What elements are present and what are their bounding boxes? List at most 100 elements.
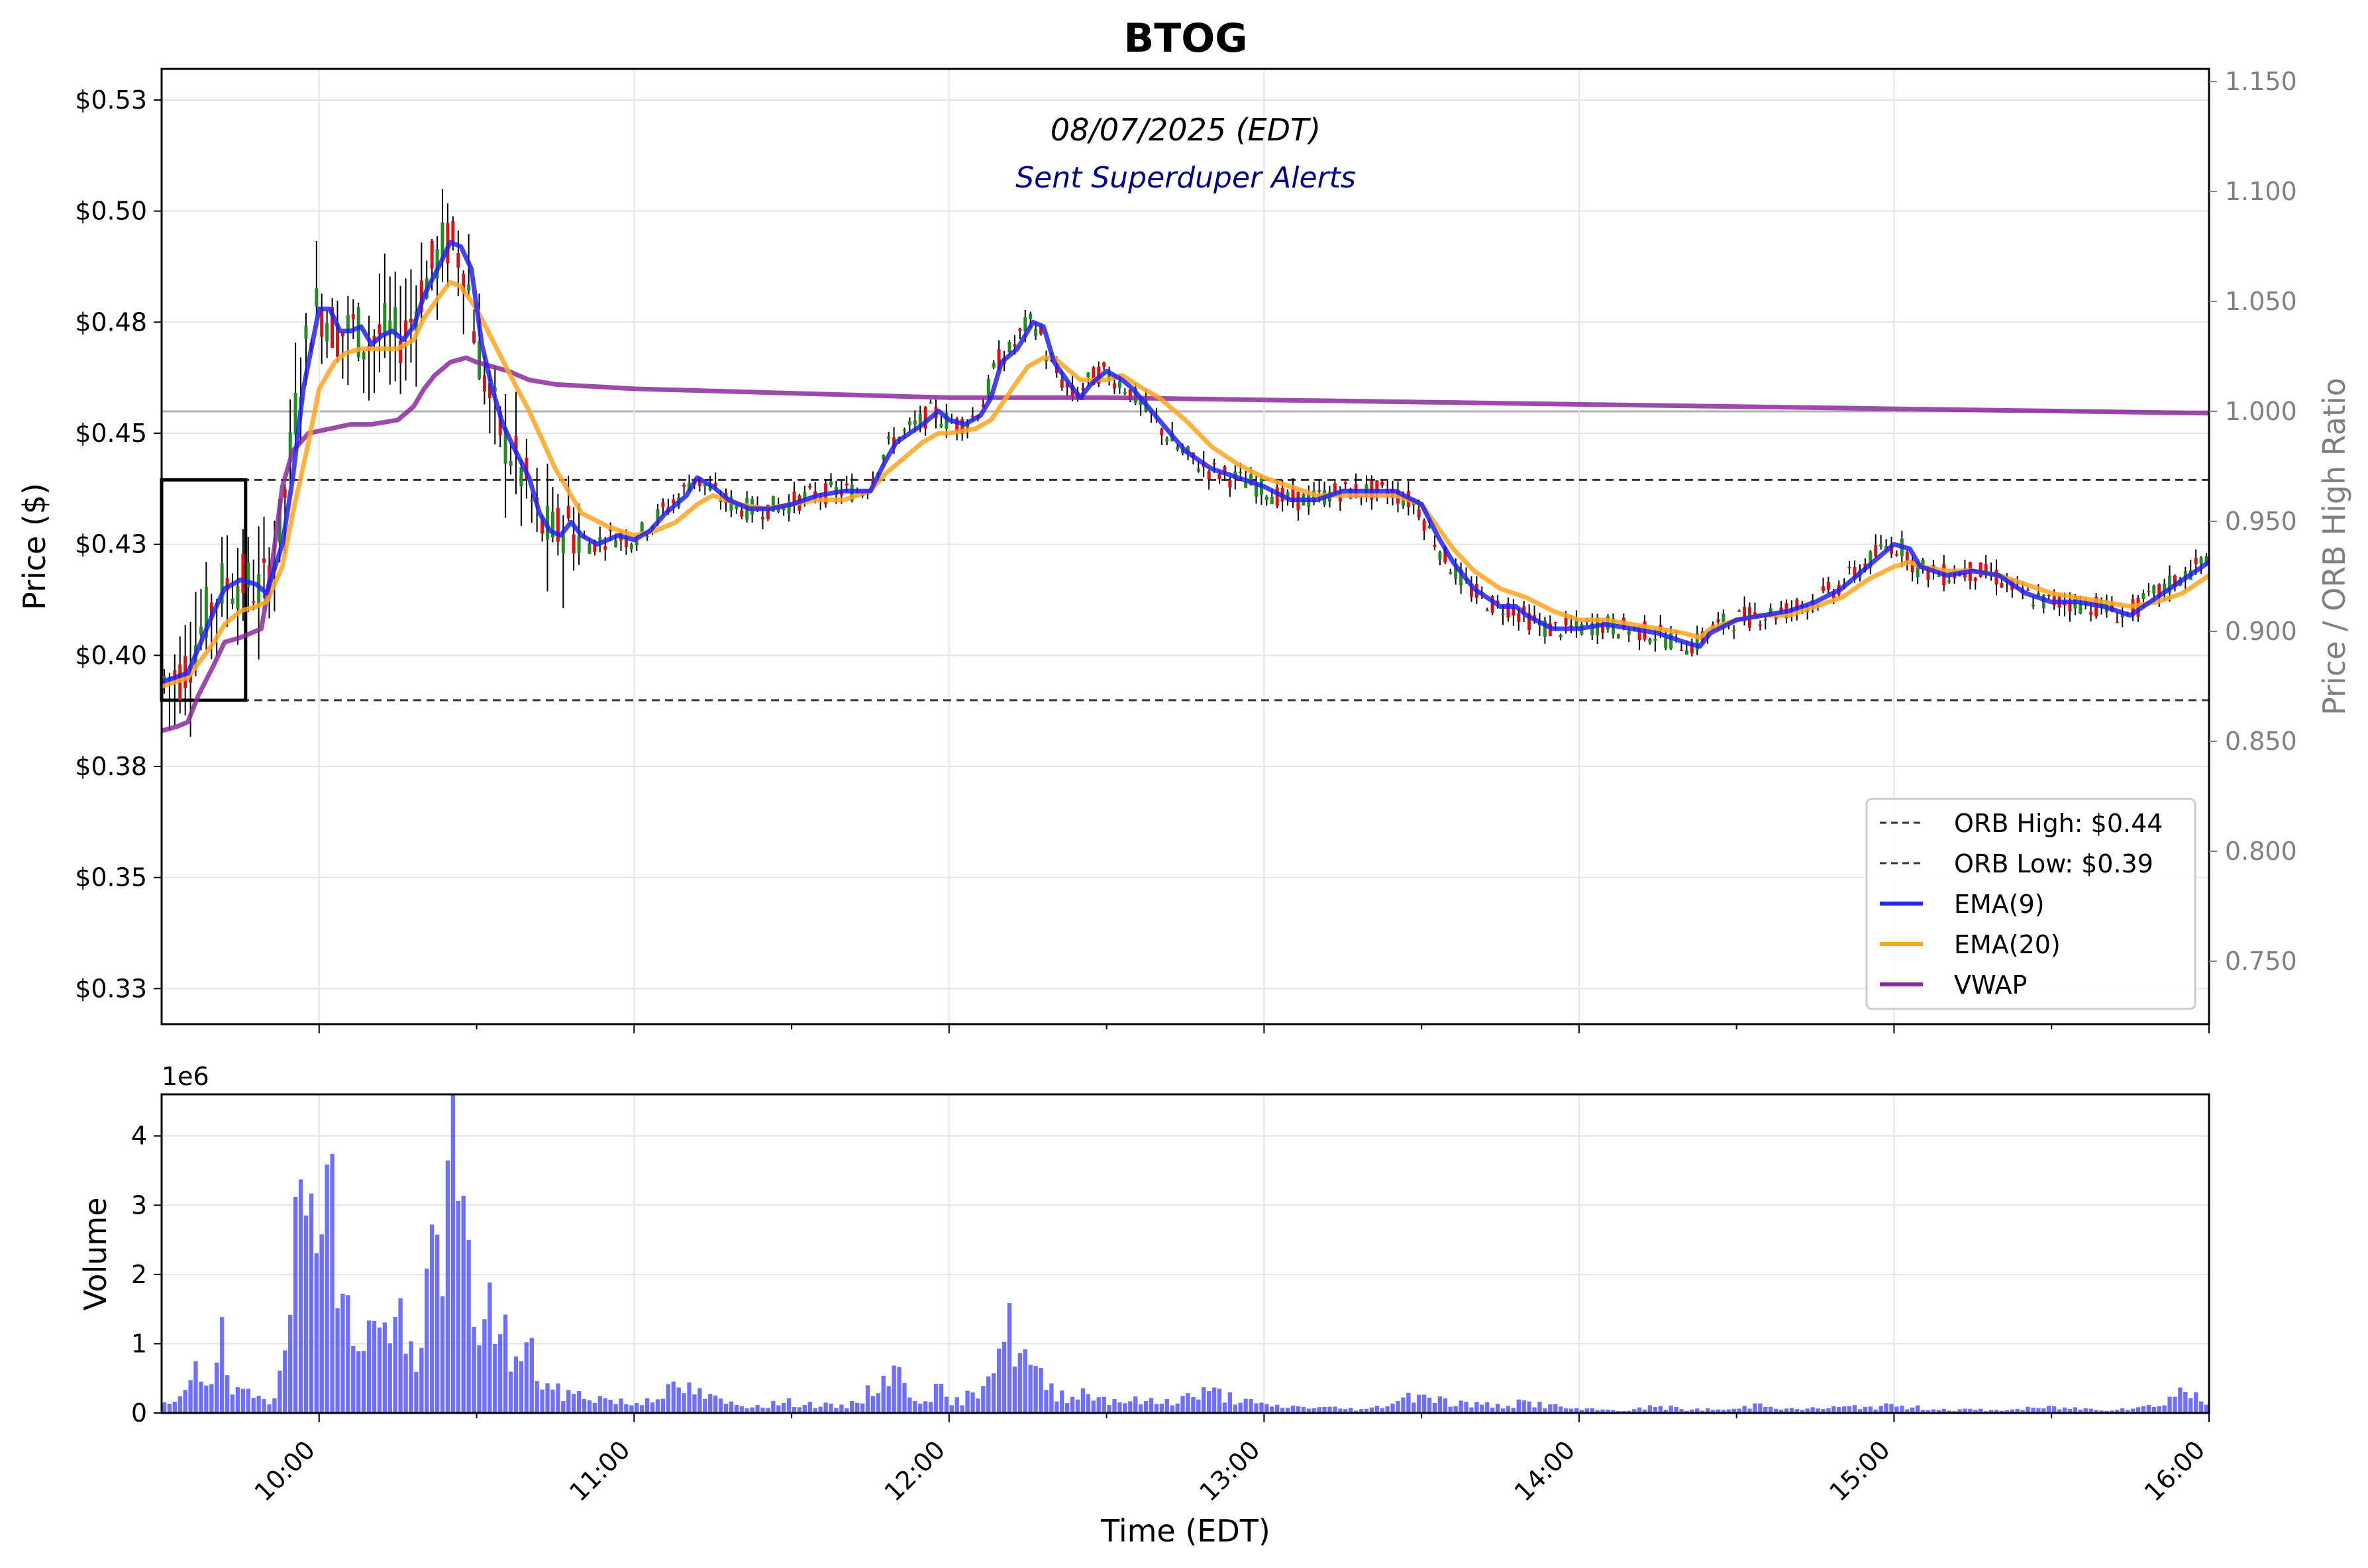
volume-bar (1474, 1402, 1479, 1413)
volume-bar (1868, 1406, 1873, 1413)
candle-body (2115, 621, 2119, 623)
volume-bar (797, 1407, 802, 1413)
volume-bar (1301, 1406, 1306, 1413)
candle-body (488, 383, 491, 399)
candle-body (288, 432, 292, 458)
volume-bar (1374, 1405, 1379, 1413)
volume-bar (644, 1398, 650, 1413)
volume-bar (986, 1376, 991, 1413)
volume-bar (1957, 1409, 1962, 1413)
candle-body (257, 574, 261, 605)
candle-body (992, 362, 996, 368)
volume-bar (466, 1239, 471, 1413)
volume-bar (1968, 1408, 1973, 1413)
volume-bar (1275, 1404, 1280, 1413)
volume-bar (2115, 1410, 2120, 1413)
volume-bar (1863, 1406, 1868, 1413)
ratio-tick-label: 1.000 (2225, 397, 2297, 426)
price-y-axis-label: Price ($) (17, 483, 52, 610)
volume-bar (1443, 1398, 1447, 1413)
legend-ema20: EMA(20) (1954, 930, 2061, 959)
legend-box (1865, 798, 2196, 1010)
price-tick-label: $0.40 (75, 641, 147, 670)
volume-bar (456, 1200, 460, 1413)
candle-body (1869, 551, 1873, 568)
volume-bar (786, 1398, 792, 1413)
volume-bar (939, 1383, 944, 1413)
volume-bar (393, 1317, 397, 1413)
candle-body (1763, 619, 1767, 621)
volume-bar (1133, 1396, 1138, 1413)
candle-body (393, 307, 397, 335)
volume-bar (1149, 1398, 1154, 1413)
volume-bar (2057, 1409, 2062, 1413)
x-tick-label: 13:00 (1194, 1435, 1266, 1507)
candle-body (1937, 575, 1941, 577)
candle-body (1186, 446, 1190, 454)
volume-bar (897, 1367, 901, 1413)
volume-bar (2130, 1408, 2136, 1413)
candle-body (1574, 618, 1578, 627)
volume-bar (886, 1386, 891, 1413)
volume-bar (1459, 1400, 1463, 1413)
volume-bar (792, 1406, 797, 1413)
candle-body (845, 483, 849, 486)
volume-bar (1631, 1409, 1637, 1413)
volume-bar (1816, 1408, 1820, 1413)
candle-body (682, 484, 686, 487)
candle-body (1018, 329, 1022, 331)
volume-bar (2015, 1408, 2020, 1413)
volume-bar (1437, 1396, 1443, 1413)
candle-body (1485, 609, 1489, 611)
volume-bar (1338, 1408, 1343, 1413)
volume-bar (325, 1164, 329, 1413)
candle-body (1139, 399, 1143, 405)
x-tick-label: 16:00 (2139, 1435, 2211, 1507)
candle-body (624, 537, 628, 547)
series-line-ema20 (160, 280, 2210, 689)
volume-bar (829, 1403, 833, 1413)
candle-body (787, 501, 791, 514)
candle-body (918, 413, 922, 425)
candle-body (2157, 584, 2161, 598)
volume-bar (582, 1398, 587, 1413)
candle-body (635, 541, 639, 546)
price-tick-label: $0.45 (75, 419, 147, 448)
candle-body (1679, 649, 1683, 651)
volume-bar (403, 1353, 408, 1413)
candle-body (1007, 341, 1011, 353)
volume-bar (1889, 1404, 1894, 1413)
volume-bar (692, 1394, 697, 1413)
volume-bar (1175, 1403, 1180, 1413)
volume-bar (2036, 1408, 2041, 1413)
volume-bar (1742, 1406, 1747, 1413)
volume-bar (262, 1399, 266, 1413)
volume-bar (718, 1398, 723, 1413)
volume-bar (1988, 1410, 1994, 1413)
volume-bar (933, 1383, 939, 1413)
volume-bar (944, 1396, 949, 1413)
volume-bar (1611, 1410, 1616, 1413)
candle-body (1648, 639, 1652, 643)
ratio-tick-label: 0.900 (2225, 617, 2297, 646)
volume-bar (2183, 1392, 2188, 1413)
candle-body (440, 222, 444, 260)
volume-bar (1900, 1406, 1904, 1413)
volume-bar (2151, 1406, 2156, 1413)
candle-body (1512, 607, 1516, 616)
volume-bar (1128, 1401, 1133, 1413)
candle-body (283, 489, 287, 498)
volume-bar (970, 1392, 975, 1413)
ratio-tick-label: 0.800 (2225, 837, 2297, 866)
volume-bar (1674, 1406, 1678, 1413)
volume-bar (2204, 1404, 2209, 1413)
candle-body (2089, 611, 2093, 615)
volume-bar (219, 1317, 225, 1413)
volume-bar (1421, 1394, 1427, 1413)
candle-body (656, 509, 660, 521)
candle-body (189, 674, 193, 683)
candle-body (1102, 362, 1106, 367)
volume-bar (1385, 1406, 1390, 1413)
candle-body (1023, 317, 1027, 332)
volume-bar (592, 1402, 597, 1413)
